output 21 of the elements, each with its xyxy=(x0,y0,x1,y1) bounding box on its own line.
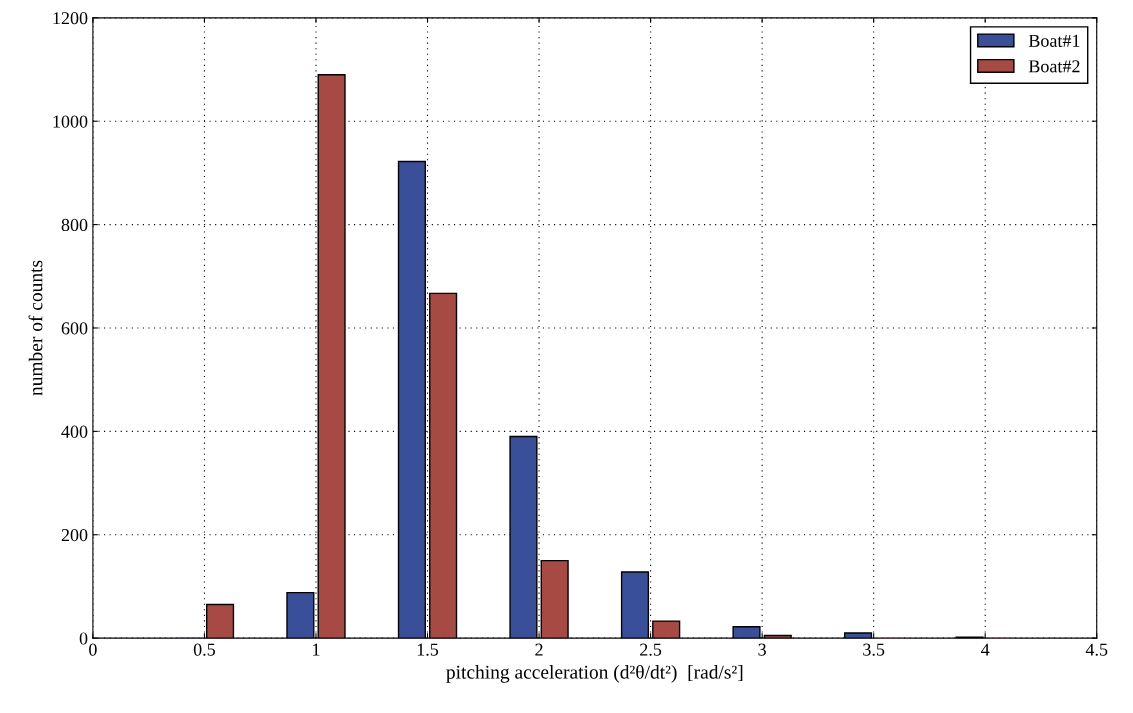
x-tick-label: 1.5 xyxy=(417,643,439,656)
legend-label: Boat#2 xyxy=(1028,60,1080,73)
x-tick-label: 1 xyxy=(313,643,320,656)
x-axis-title: pitching acceleration (d²θ/dt²) [rad/s²] xyxy=(446,664,743,683)
x-tick-label: 0 xyxy=(89,643,97,656)
y-tick-label: 1200 xyxy=(53,12,88,25)
y-tick-label: 200 xyxy=(61,529,88,542)
x-tick-label: 2.5 xyxy=(640,643,662,656)
y-tick-label: 0 xyxy=(79,632,88,645)
y-tick-label: 1000 xyxy=(53,115,88,128)
x-tick-label: 4 xyxy=(981,643,990,656)
y-axis-title: number of counts xyxy=(28,260,43,396)
x-tick-label: 0.5 xyxy=(193,643,216,656)
legend-label: Boat#1 xyxy=(1028,34,1080,47)
x-tick-label: 4.5 xyxy=(1085,643,1108,656)
y-tick-label: 600 xyxy=(61,322,88,335)
y-tick-label: 800 xyxy=(61,218,88,232)
y-tick-label: 400 xyxy=(61,425,88,438)
x-tick-label: 2 xyxy=(535,643,543,656)
x-tick-label: 3 xyxy=(758,643,766,656)
x-tick-label: 3.5 xyxy=(863,643,885,656)
